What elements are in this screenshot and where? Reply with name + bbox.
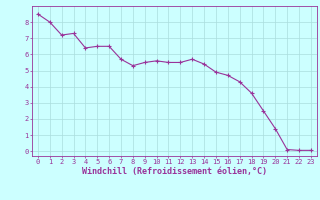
X-axis label: Windchill (Refroidissement éolien,°C): Windchill (Refroidissement éolien,°C) [82, 167, 267, 176]
